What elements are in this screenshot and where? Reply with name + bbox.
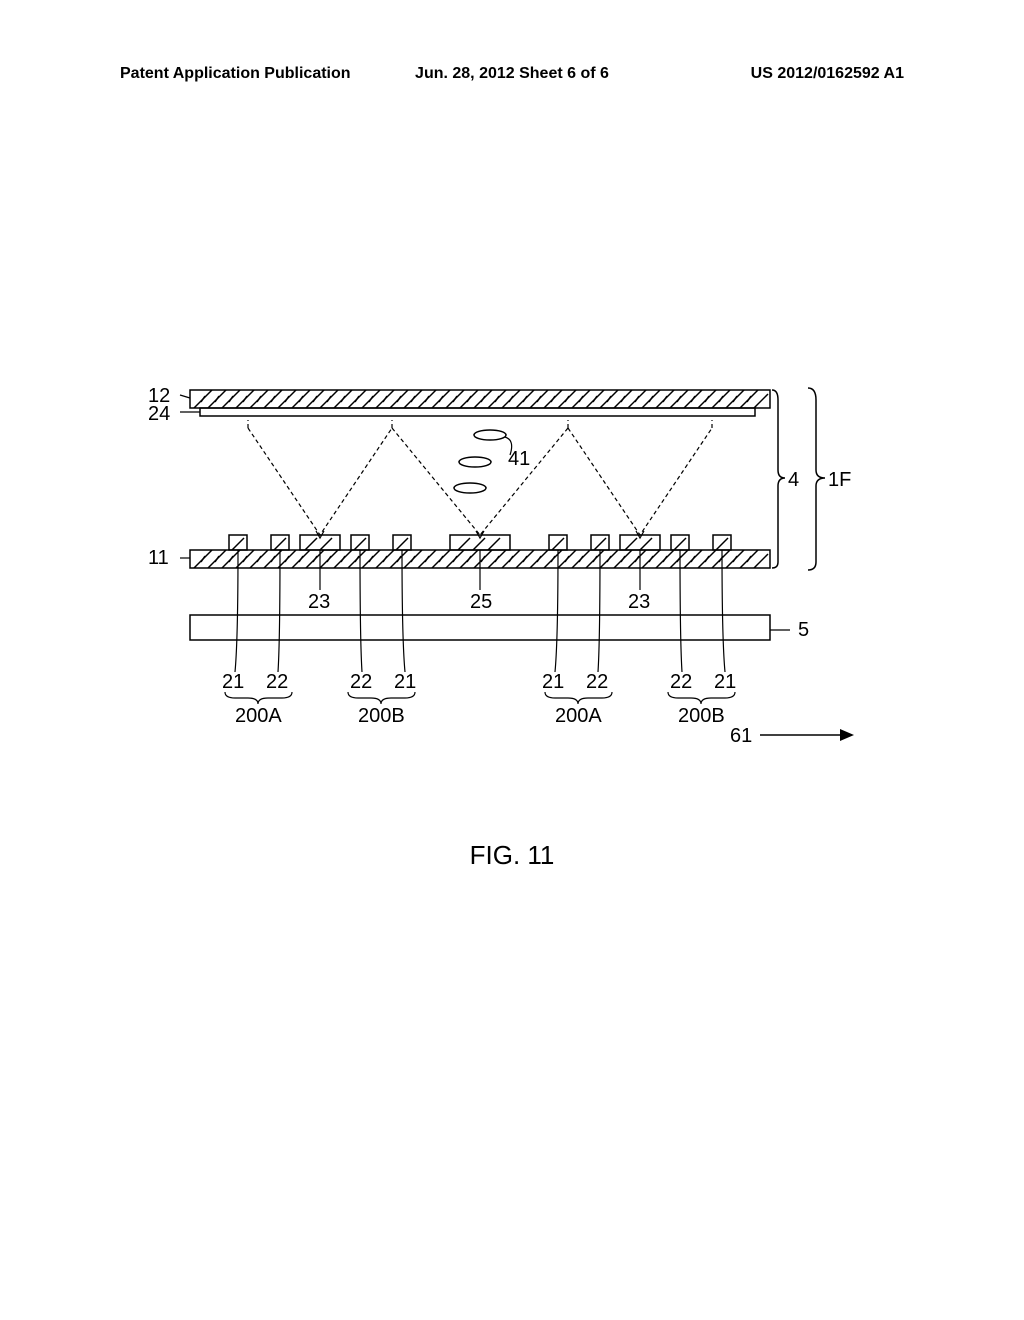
header-left: Patent Application Publication: [120, 65, 381, 83]
layer-5: [190, 615, 770, 640]
layer-12: [190, 390, 770, 408]
label-22-4: 22: [670, 671, 692, 693]
label-61: 61: [730, 725, 752, 747]
label-200B-1: 200B: [358, 705, 405, 727]
label-23-right: 23: [628, 591, 650, 613]
label-41: 41: [508, 448, 530, 470]
particles-41: [454, 430, 506, 493]
leader-lines: [180, 395, 790, 672]
figure-title: FIG. 11: [470, 840, 555, 871]
label-21-1: 21: [222, 671, 244, 693]
label-22-2: 22: [350, 671, 372, 693]
label-24: 24: [148, 403, 170, 425]
label-21-2: 21: [394, 671, 416, 693]
arrow-61: [760, 729, 854, 741]
label-23-left: 23: [308, 591, 330, 613]
label-200A-2: 200A: [555, 705, 602, 727]
layer-24: [200, 408, 755, 416]
header-right: US 2012/0162592 A1: [643, 65, 904, 83]
field-arcs: [248, 420, 712, 538]
label-22-1: 22: [266, 671, 288, 693]
group-braces: [225, 692, 735, 704]
label-22-3: 22: [586, 671, 608, 693]
label-5: 5: [798, 619, 809, 641]
label-21-3: 21: [542, 671, 564, 693]
label-200A-1: 200A: [235, 705, 282, 727]
label-25: 25: [470, 591, 492, 613]
header-center: Jun. 28, 2012 Sheet 6 of 6: [381, 65, 642, 83]
label-1F: 1F: [828, 469, 851, 491]
label-11: 11: [148, 547, 169, 569]
layer-12-hatching: [194, 390, 768, 408]
label-21-4: 21: [714, 671, 736, 693]
diagram-figure-11: 12 24 11 41 23 25 23 4 1F 5 21 22 22 21 …: [140, 380, 860, 780]
diagram-svg: 12 24 11 41 23 25 23 4 1F 5 21 22 22 21 …: [140, 380, 860, 780]
label-4: 4: [788, 469, 799, 491]
label-200B-2: 200B: [678, 705, 725, 727]
